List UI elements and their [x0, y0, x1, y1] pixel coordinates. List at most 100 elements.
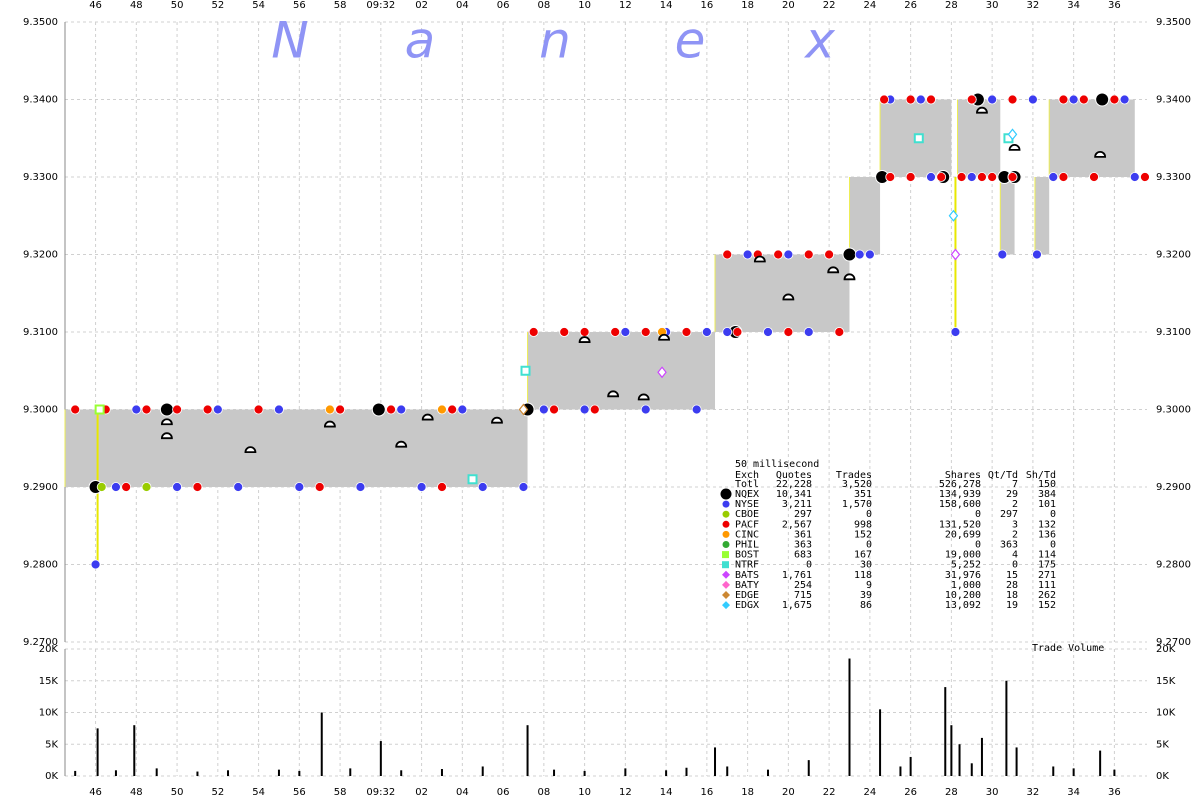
table-cell: 13,092 [945, 600, 981, 611]
quote-point [538, 404, 549, 415]
trade-mark [395, 440, 408, 448]
quote-point [657, 366, 667, 379]
x-tick-label: 52 [211, 0, 224, 11]
quote-point [783, 249, 794, 260]
x-tick-label: 46 [89, 0, 102, 11]
quote-point [355, 482, 366, 492]
quote-point [549, 404, 559, 415]
legend-marker [722, 520, 730, 528]
y-tick-label: 9.3300 [1156, 172, 1191, 183]
quote-point [274, 404, 284, 415]
table-cell: 158,600 [939, 499, 981, 510]
legend-label: CINC [735, 529, 759, 540]
x-tick-label: 26 [904, 787, 917, 798]
quote-point [783, 327, 794, 337]
quote-point [879, 94, 890, 105]
trade-mark [160, 418, 173, 426]
table-cell: 150 [1038, 479, 1056, 490]
volume-bar [1052, 766, 1055, 776]
table-cell: 7 [1012, 479, 1018, 490]
table-cell: 384 [1038, 489, 1056, 500]
table-cell: 10,341 [776, 489, 812, 500]
legend-marker [722, 570, 730, 579]
x-tick-label: 54 [252, 0, 265, 11]
x-tick-label: 36 [1108, 787, 1121, 798]
table-cell: 5,252 [951, 560, 981, 571]
table-cell: 271 [1038, 570, 1056, 581]
volume-bar [1099, 750, 1102, 776]
quote-point [905, 172, 916, 182]
quote-point [987, 172, 998, 182]
x-tick-label: 02 [415, 787, 428, 798]
x-tick-label: 06 [497, 787, 510, 798]
legend-label: PACF [735, 519, 759, 530]
table-cell: 0 [1050, 540, 1056, 551]
quote-point [416, 482, 427, 492]
legend-label: BATS [735, 570, 759, 581]
quote-point [1007, 128, 1018, 141]
x-tick-label: 14 [660, 0, 673, 11]
quote-point [467, 474, 478, 485]
table-cell: 132 [1038, 519, 1056, 530]
quote-point [926, 172, 936, 182]
table-header: Exch [735, 470, 759, 481]
quote-point [253, 404, 264, 415]
legend-label: EDGX [735, 600, 759, 611]
table-cell: 351 [854, 489, 872, 500]
quote-point [477, 482, 488, 492]
table-cell: 175 [1038, 560, 1056, 571]
table-cell: 31,976 [945, 570, 981, 581]
x-tick-label: 04 [456, 787, 469, 798]
quote-point [997, 249, 1008, 260]
table-cell: 526,278 [939, 479, 981, 490]
x-tick-label: 50 [171, 0, 184, 11]
y-tick-label: 0K [1156, 771, 1169, 782]
table-cell: 262 [1038, 590, 1056, 601]
quote-point [1007, 172, 1018, 182]
x-tick-label: 22 [823, 787, 836, 798]
x-tick-label: 30 [986, 787, 999, 798]
quote-point [1095, 92, 1110, 107]
quote-point [141, 404, 152, 415]
x-tick-label: 48 [130, 787, 143, 798]
quote-point [94, 404, 105, 415]
nbbo-band [65, 409, 528, 487]
volume-bar [665, 770, 668, 776]
quote-point [905, 94, 916, 105]
legend-marker [722, 580, 730, 589]
table-cell: 2,567 [782, 519, 812, 530]
quote-point [172, 482, 182, 492]
quote-point [936, 172, 947, 182]
table-cell: 297 [1000, 509, 1018, 520]
volume-bar [714, 747, 717, 776]
quote-point [314, 482, 325, 492]
quote-point [763, 327, 773, 337]
y-tick-label: 9.3500 [1156, 17, 1191, 28]
volume-bar [553, 769, 556, 776]
quote-point [1068, 94, 1079, 105]
volume-bar [1072, 768, 1075, 776]
quote-point [1027, 94, 1038, 105]
table-cell: 86 [860, 600, 872, 611]
table-cell: 361 [794, 529, 812, 540]
quote-point [559, 327, 570, 337]
volume-bar [807, 760, 810, 776]
table-cell: Totl [735, 479, 759, 490]
quote-point [842, 247, 857, 262]
volume-bar [685, 767, 688, 776]
x-tick-label: 02 [415, 0, 428, 11]
quote-point [854, 249, 865, 260]
quote-point [803, 327, 814, 337]
volume-bar [196, 771, 199, 776]
x-tick-label: 58 [334, 0, 347, 11]
volume-bar [980, 737, 983, 776]
table-cell: 118 [854, 570, 872, 581]
quote-point [956, 172, 967, 182]
volume-bar [879, 709, 882, 776]
quote-point [987, 94, 998, 105]
quote-point [1048, 172, 1059, 182]
table-cell: 114 [1038, 550, 1056, 561]
quote-point [396, 404, 407, 415]
y-tick-label: 9.2700 [1156, 637, 1191, 648]
